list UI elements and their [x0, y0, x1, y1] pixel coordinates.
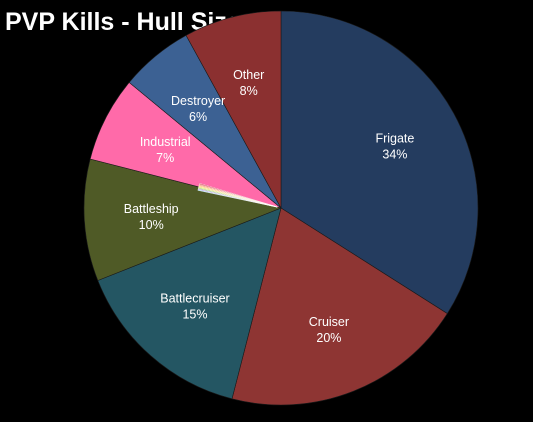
slice-value-battleship: 10%	[139, 218, 164, 232]
slice-labels: Frigate 34%Cruiser 20%Battlecruiser 15%Batt…	[124, 68, 415, 345]
slice-label-battleship: Battleship 10%	[124, 202, 179, 232]
slice-label-frigate: Frigate 34%	[375, 131, 414, 161]
slice-value-destroyer: 6%	[189, 110, 207, 124]
slice-name-frigate: Frigate	[375, 131, 414, 145]
slice-label-industrial: Industrial 7%	[140, 135, 191, 165]
slice-frigate	[280, 10, 479, 314]
slice-value-industrial: 7%	[156, 151, 174, 165]
slice-other	[185, 10, 282, 209]
slice-battlecruiser	[97, 207, 282, 400]
slice-battleship	[83, 158, 282, 281]
slice-value-cruiser: 20%	[316, 331, 341, 345]
slice-name-destroyer: Destroyer	[171, 94, 225, 108]
slice-label-battlecruiser: Battlecruiser 15%	[160, 292, 229, 322]
slice-value-frigate: 34%	[382, 147, 407, 161]
slice-name-industrial: Industrial	[140, 135, 191, 149]
slice-value-other: 8%	[240, 84, 258, 98]
pie-slices	[83, 10, 479, 406]
slice-label-destroyer: Destroyer 6%	[171, 94, 225, 124]
slice-cruiser	[231, 207, 448, 406]
minor-slice-8	[199, 183, 278, 208]
slice-name-cruiser: Cruiser	[309, 315, 349, 329]
slice-label-other: Other 8%	[233, 68, 264, 98]
slice-label-cruiser: Cruiser 20%	[309, 315, 349, 345]
minor-slices	[197, 183, 278, 208]
slice-name-other: Other	[233, 68, 264, 82]
slice-value-battlecruiser: 15%	[182, 308, 207, 322]
slice-name-battlecruiser: Battlecruiser	[160, 292, 229, 306]
slice-name-battleship: Battleship	[124, 202, 179, 216]
